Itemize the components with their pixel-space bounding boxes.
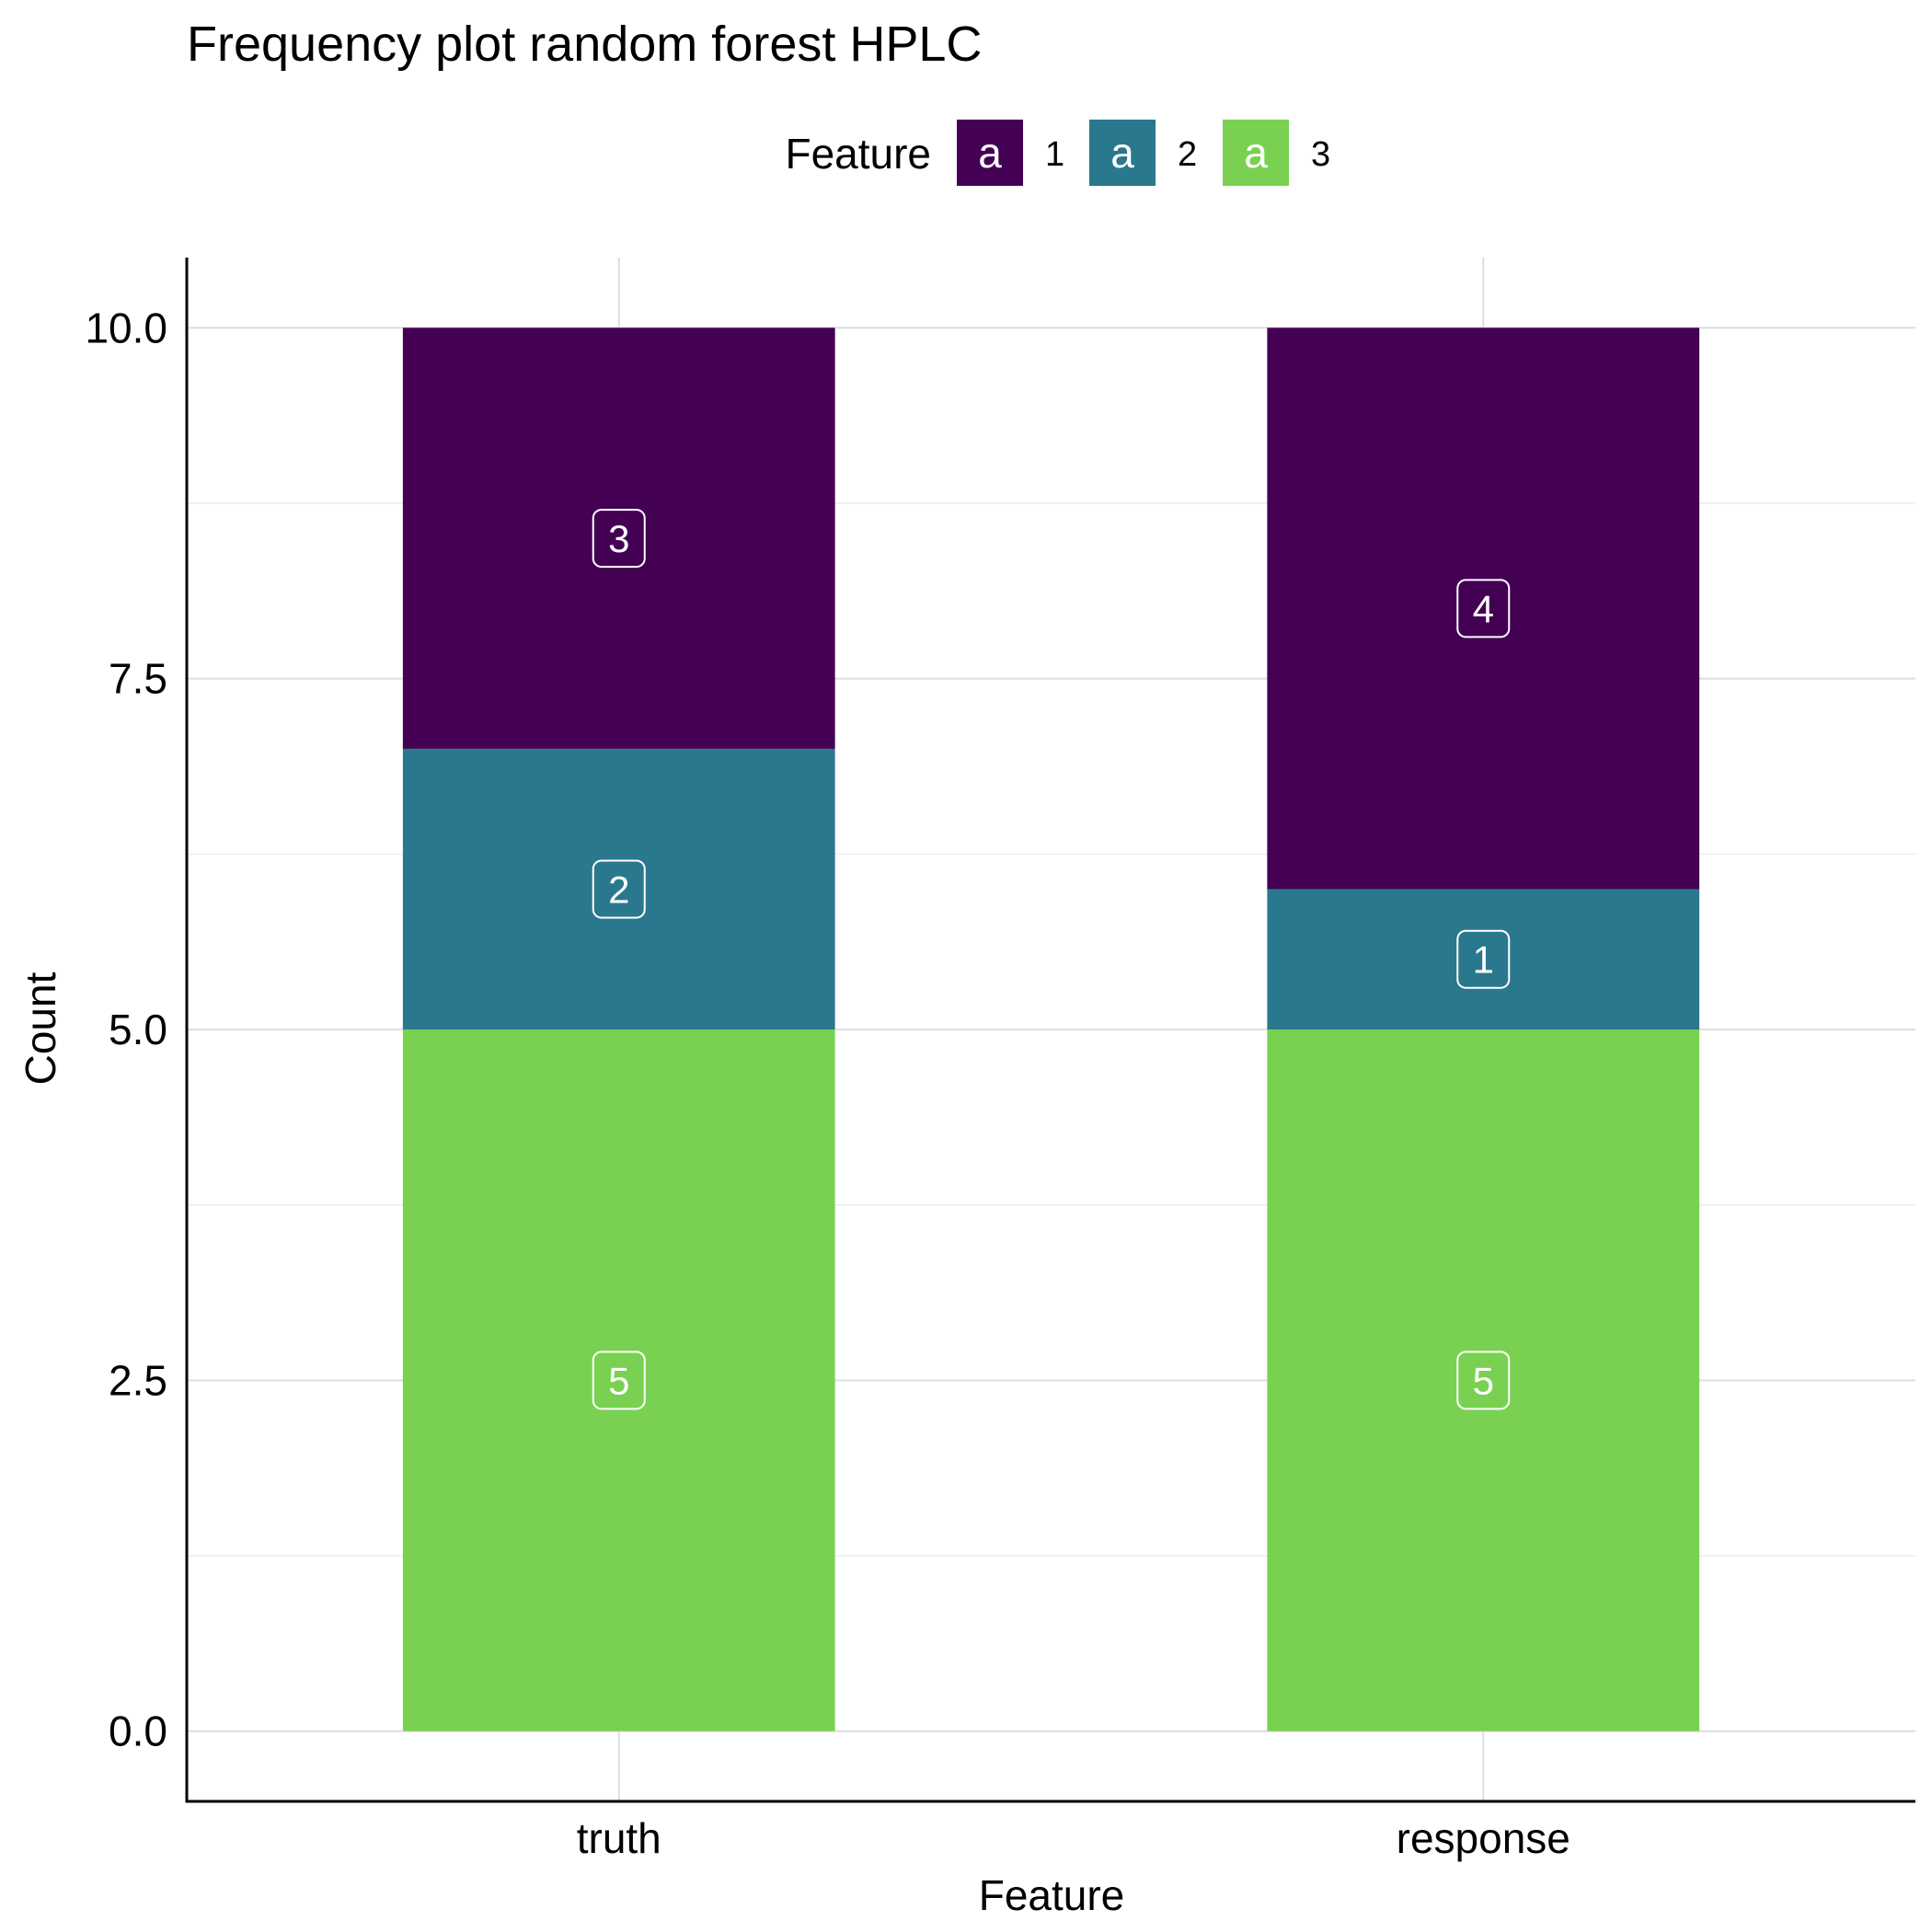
y-tick-label: 5.0: [109, 1006, 167, 1053]
data-label-box: [1456, 929, 1511, 989]
legend-title: Feature: [785, 130, 931, 178]
bar-truth-series-2: [402, 748, 835, 1029]
x-tick-label: response: [1397, 1814, 1570, 1862]
data-label-box: [1456, 1351, 1511, 1410]
x-axis-title: Feature: [979, 1871, 1125, 1919]
legend-key-2: [1089, 120, 1156, 186]
data-label: 3: [608, 517, 629, 560]
data-label: 5: [608, 1359, 629, 1402]
y-tick-label: 2.5: [109, 1356, 167, 1404]
legend-label-3: 3: [1311, 135, 1330, 174]
axes-layer: [185, 258, 1915, 1803]
bar-truth-series-3: [402, 1029, 835, 1731]
data-label: 1: [1473, 938, 1494, 982]
data-label-box: [592, 859, 646, 919]
y-axis-title: Count: [17, 972, 64, 1085]
data-label: 4: [1473, 587, 1494, 630]
y-tick-label: 0.0: [109, 1708, 167, 1755]
bar-response-series-2: [1267, 889, 1700, 1029]
legend-key-glyph: a: [1110, 129, 1134, 177]
bar-response-series-1: [1267, 328, 1700, 890]
chart-title: Frequency plot random forest HPLC: [187, 17, 982, 72]
legend-label-2: 2: [1178, 135, 1197, 174]
bar-response-series-3: [1267, 1029, 1700, 1731]
legend-key-1: [957, 120, 1023, 186]
legend-key-glyph: a: [978, 129, 1002, 177]
bars-layer: [402, 328, 1700, 1731]
y-tick-label: 7.5: [109, 655, 167, 703]
data-label-box: [592, 1351, 646, 1410]
legend-key-3: [1223, 120, 1289, 186]
y-tick-label: 10.0: [85, 304, 167, 351]
data-label-box: [1456, 579, 1511, 638]
data-label-box: [592, 509, 646, 569]
legend: a 1 a 2 a 3: [957, 120, 1330, 186]
bar-truth-series-1: [402, 328, 835, 749]
legend-label-1: 1: [1045, 135, 1064, 174]
data-label: 2: [608, 868, 629, 911]
x-tick-label: truth: [577, 1814, 661, 1862]
ticks-layer: 0.0 2.5 5.0 7.5 10.0 truth response: [85, 304, 1570, 1862]
data-labels-layer: 5 2 3 5 1 4: [592, 509, 1511, 1410]
legend-key-glyph: a: [1244, 129, 1268, 177]
data-label: 5: [1473, 1359, 1494, 1402]
